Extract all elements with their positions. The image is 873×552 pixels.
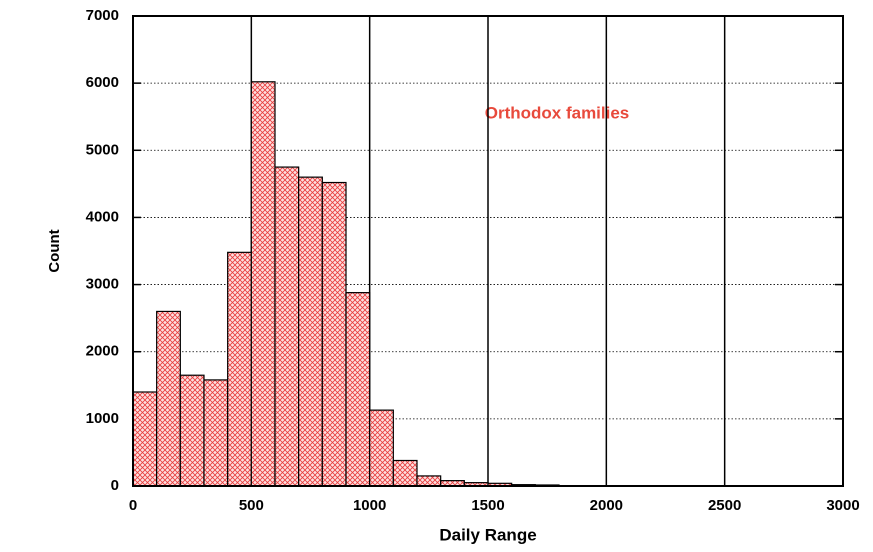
- bar: [179, 374, 205, 487]
- bar: [321, 181, 347, 487]
- y-tick-label: 1000: [86, 410, 119, 427]
- bar: [132, 391, 158, 487]
- y-tick-label: 6000: [86, 74, 119, 91]
- x-tick-label: 1000: [353, 497, 386, 514]
- y-tick-label: 7000: [86, 7, 119, 24]
- bar: [156, 310, 181, 487]
- y-tick-label: 2000: [86, 343, 119, 360]
- bar: [345, 292, 371, 487]
- y-tick-label: 4000: [86, 208, 119, 225]
- x-tick-label: 2000: [590, 497, 623, 514]
- y-tick-label: 3000: [86, 276, 119, 293]
- bar: [250, 81, 276, 487]
- plot-frame: [132, 15, 844, 487]
- bar: [416, 475, 442, 487]
- bar: [392, 459, 418, 487]
- bar: [203, 379, 229, 487]
- y-axis-label: Count: [46, 229, 63, 272]
- x-axis-label: Daily Range: [439, 525, 536, 544]
- x-tick-label: 500: [239, 497, 264, 514]
- bar: [369, 409, 394, 487]
- x-tick-label: 1500: [471, 497, 504, 514]
- x-tick-label: 0: [129, 497, 137, 514]
- bar: [274, 166, 300, 487]
- y-tick-label: 5000: [86, 141, 119, 158]
- annotation: Orthodox families: [485, 103, 630, 122]
- x-tick-label: 3000: [826, 497, 859, 514]
- bar: [227, 251, 252, 487]
- y-tick-label: 0: [111, 477, 119, 494]
- bar: [298, 176, 323, 487]
- x-tick-label: 2500: [708, 497, 741, 514]
